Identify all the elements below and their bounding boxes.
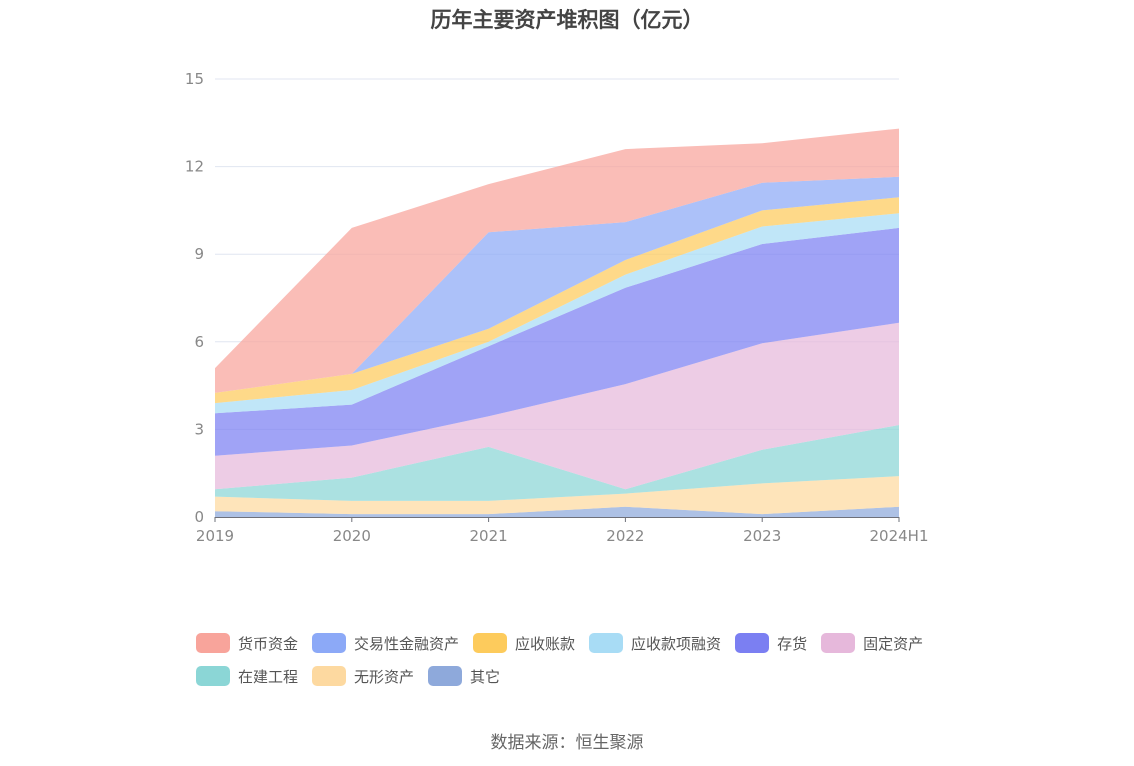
legend-item[interactable]: 在建工程 bbox=[196, 663, 298, 689]
area-series-4[interactable] bbox=[215, 227, 899, 456]
legend-label: 在建工程 bbox=[238, 667, 299, 686]
legend: 货币资金 交易性金融资产 应收账款 应收款项融资 存货 固定资产在建工程 无形资产 其它 bbox=[196, 630, 956, 696]
legend-label: 应收账款 bbox=[515, 634, 576, 653]
legend-label: 其它 bbox=[470, 667, 501, 686]
legend-item[interactable]: 应收账款 bbox=[473, 630, 575, 656]
legend-label: 存货 bbox=[777, 634, 808, 653]
legend-swatch bbox=[473, 633, 508, 653]
legend-swatch bbox=[196, 666, 230, 686]
area-series-6[interactable] bbox=[215, 197, 899, 404]
legend-label: 应收款项融资 bbox=[631, 634, 722, 653]
legend-swatch bbox=[589, 633, 624, 653]
area-series-5[interactable] bbox=[215, 213, 899, 414]
x-tick-label: 2022 bbox=[606, 527, 644, 545]
y-tick-label: 15 bbox=[185, 70, 204, 88]
area-series-2[interactable] bbox=[215, 425, 899, 501]
legend-swatch bbox=[735, 633, 770, 653]
legend-label: 固定资产 bbox=[863, 634, 924, 653]
area-series-1[interactable] bbox=[215, 476, 899, 515]
legend-swatch bbox=[196, 633, 230, 653]
x-tick-label: 2020 bbox=[333, 527, 371, 545]
y-tick-label: 3 bbox=[194, 420, 204, 438]
area-series-7[interactable] bbox=[215, 176, 899, 393]
data-source-note: 数据来源：恒生聚源 bbox=[490, 733, 644, 753]
legend-item[interactable]: 应收款项融资 bbox=[589, 630, 721, 656]
y-tick-label: 9 bbox=[194, 245, 204, 263]
legend-swatch bbox=[428, 666, 463, 686]
y-tick-label: 6 bbox=[194, 333, 204, 351]
x-tick-label: 2019 bbox=[196, 527, 234, 545]
x-tick-label: 2024H1 bbox=[870, 527, 929, 545]
stacked-area-chart: 0 3 6 9 12 15 2019 2020 2021 2022 2023 2024H1 bbox=[185, 70, 929, 545]
axes: 0 3 6 9 12 15 2019 2020 2021 2022 2023 2024H1 bbox=[185, 70, 929, 545]
y-tick-label: 12 bbox=[185, 158, 204, 176]
legend-label: 无形资产 bbox=[354, 667, 415, 686]
legend-item[interactable]: 固定资产 bbox=[821, 630, 923, 656]
legend-swatch bbox=[312, 666, 347, 686]
legend-swatch bbox=[821, 633, 856, 653]
legend-item[interactable]: 其它 bbox=[428, 663, 500, 689]
y-tick-label: 0 bbox=[194, 508, 204, 526]
x-tick-label: 2023 bbox=[743, 527, 781, 545]
area-series-0[interactable] bbox=[215, 506, 899, 517]
chart-title: 历年主要资产堆积图（亿元） bbox=[430, 8, 704, 32]
area-series-8[interactable] bbox=[215, 128, 899, 393]
legend-item[interactable]: 存货 bbox=[735, 630, 807, 656]
legend-item[interactable]: 交易性金融资产 bbox=[312, 630, 459, 656]
legend-item[interactable]: 无形资产 bbox=[312, 663, 414, 689]
area-series-layer bbox=[215, 128, 899, 517]
legend-swatch bbox=[312, 633, 347, 653]
area-series-3[interactable] bbox=[215, 322, 899, 490]
legend-label: 货币资金 bbox=[238, 634, 299, 653]
x-tick-label: 2021 bbox=[470, 527, 508, 545]
legend-label: 交易性金融资产 bbox=[354, 634, 460, 653]
legend-item[interactable]: 货币资金 bbox=[196, 630, 298, 656]
